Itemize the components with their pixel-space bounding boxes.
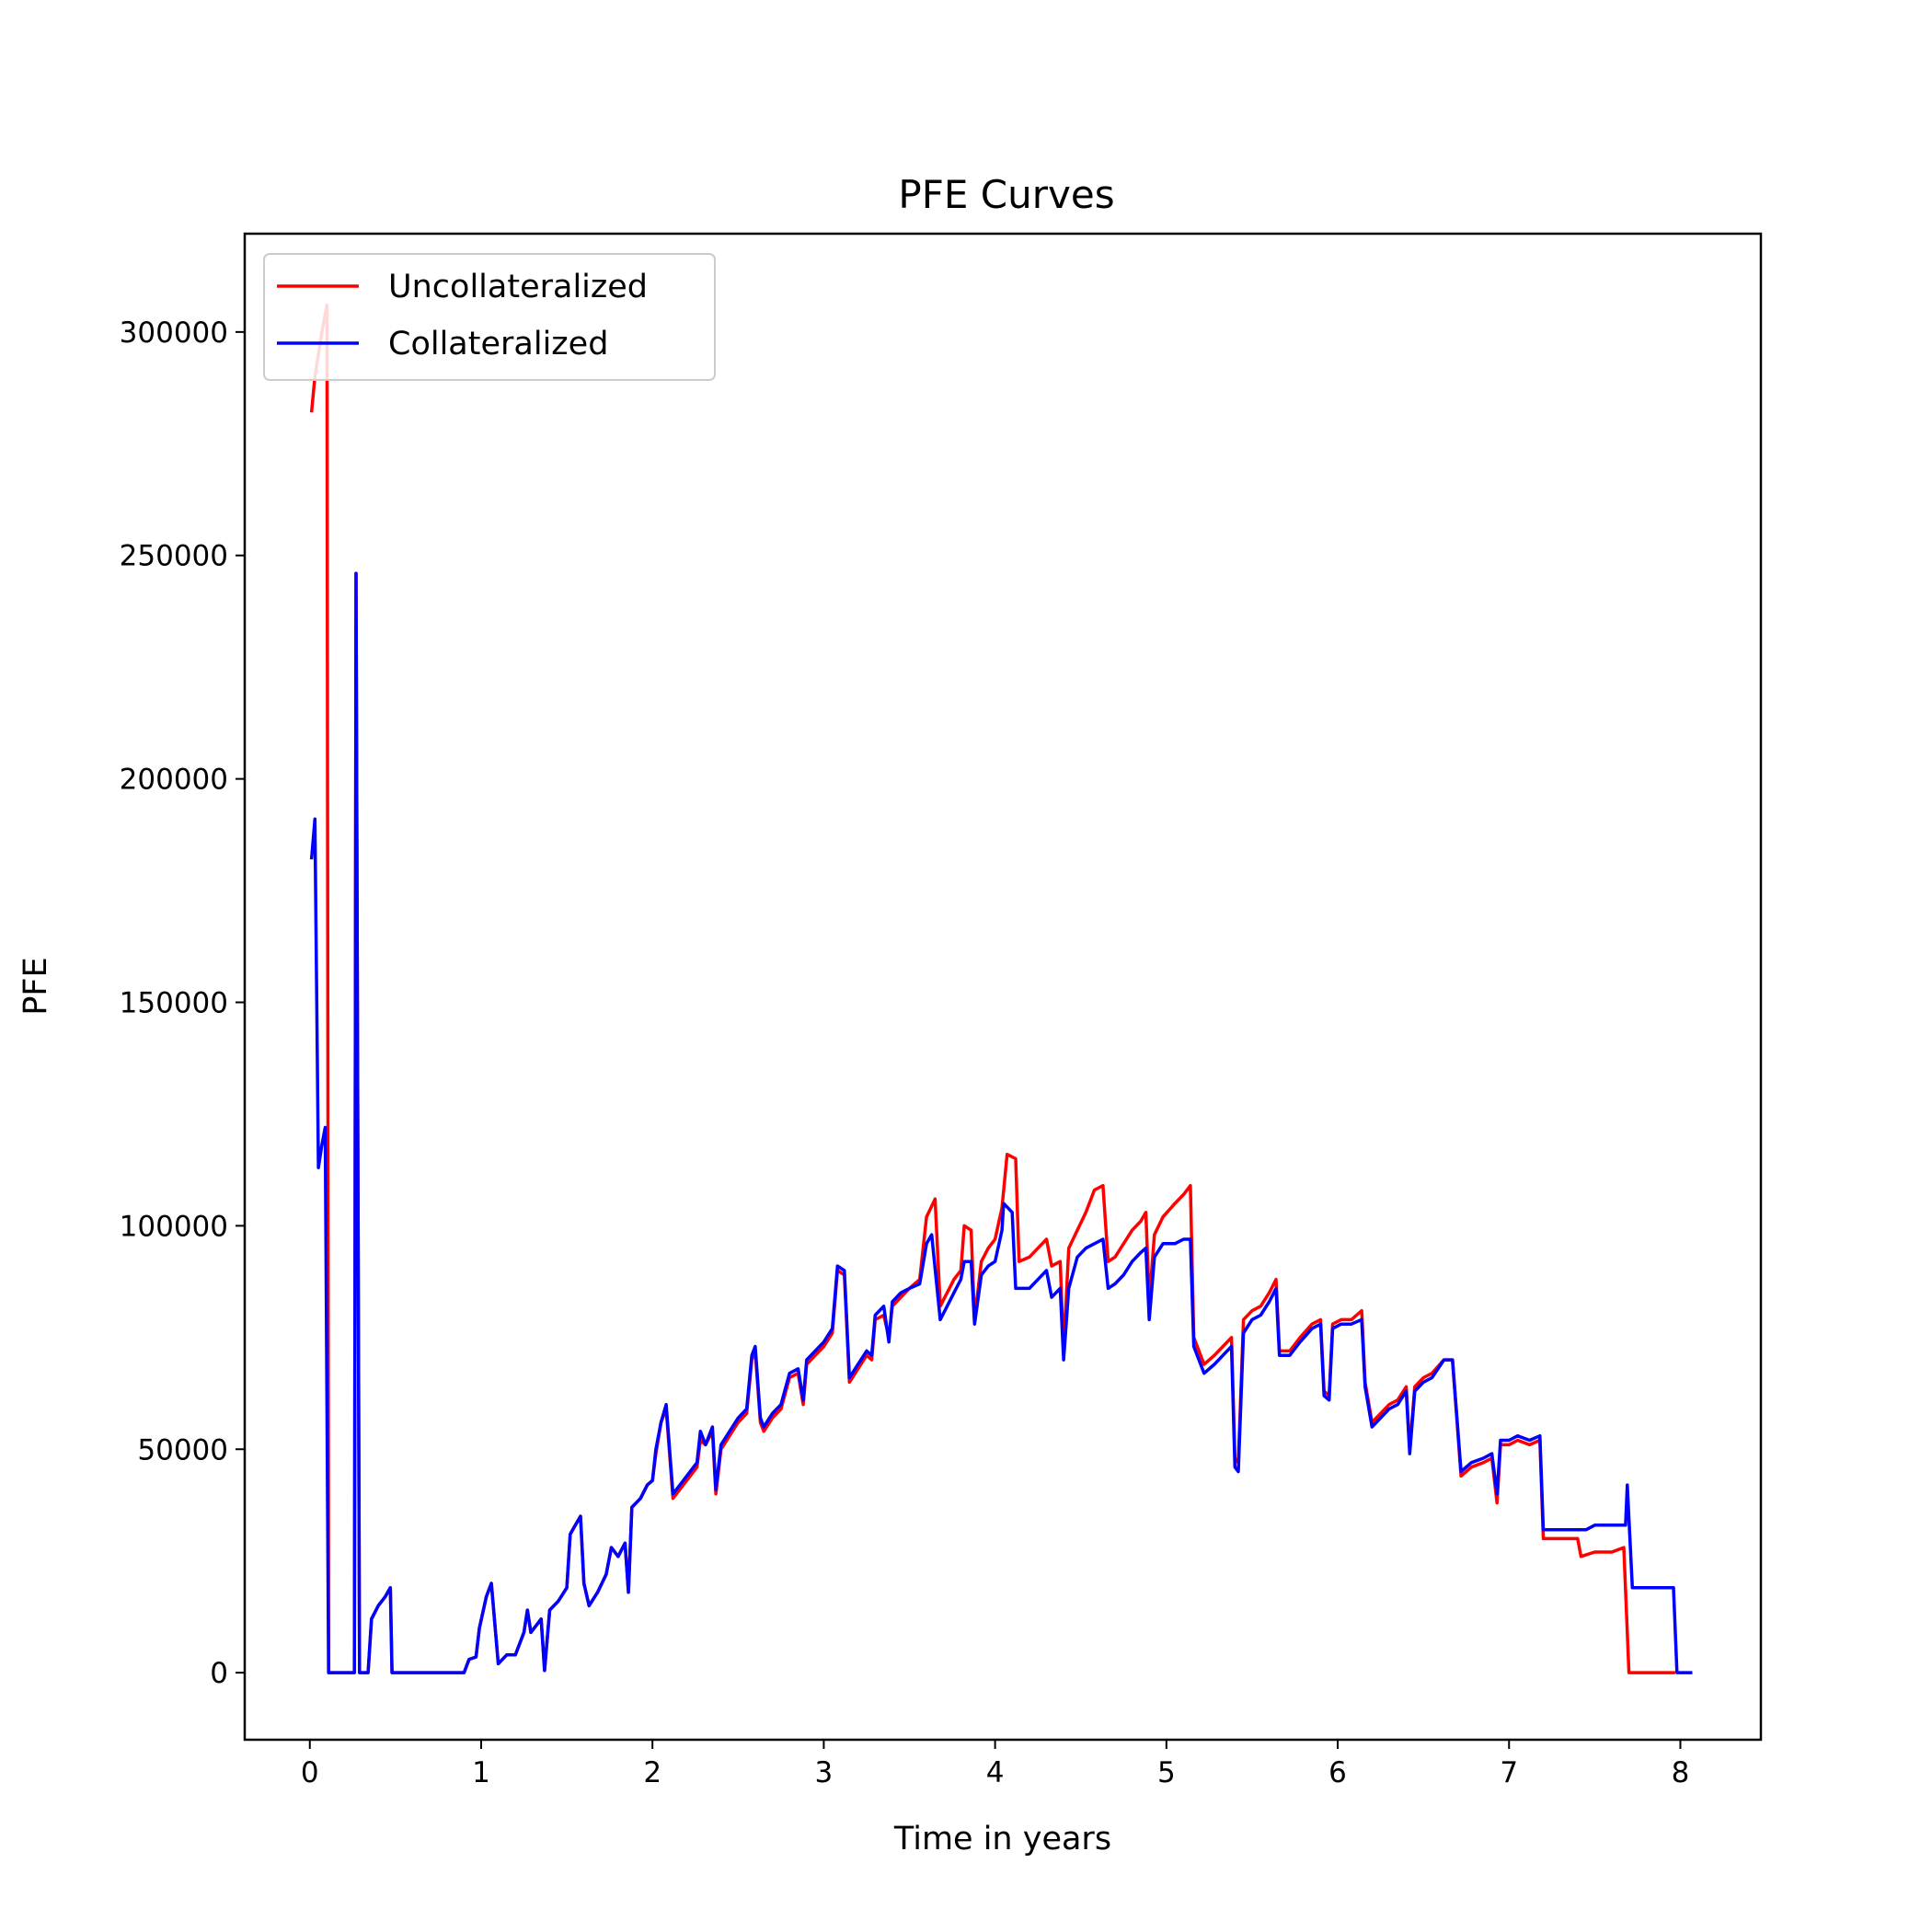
x-tick-label: 5 <box>1157 1756 1176 1789</box>
y-tick-label: 300000 <box>120 316 228 350</box>
x-tick-label: 3 <box>815 1756 834 1789</box>
y-tick-label: 50000 <box>137 1433 228 1466</box>
x-tick-label: 7 <box>1500 1756 1518 1789</box>
x-tick-label: 1 <box>472 1756 490 1789</box>
x-tick-label: 2 <box>643 1756 661 1789</box>
y-tick-label: 100000 <box>120 1210 228 1243</box>
x-tick-label: 4 <box>986 1756 1005 1789</box>
x-axis-title: Time in years <box>893 1821 1111 1857</box>
y-axis-title: PFE <box>17 957 54 1015</box>
chart-title: PFE Curves <box>898 172 1114 217</box>
x-tick-label: 8 <box>1672 1756 1690 1789</box>
series-layer <box>309 303 1693 1674</box>
legend-label: Collateralized <box>388 326 608 362</box>
x-tick-label: 0 <box>301 1756 319 1789</box>
legend: Uncollateralized Collateralized <box>263 253 716 381</box>
y-tick-label: 250000 <box>120 540 228 573</box>
series-line-collateralized <box>309 571 1693 1674</box>
plot-frame <box>243 232 1763 1742</box>
y-tick-label: 0 <box>210 1657 228 1690</box>
y-tick-label: 150000 <box>120 987 228 1020</box>
legend-label: Uncollateralized <box>388 269 648 305</box>
legend-box <box>263 253 716 381</box>
y-tick-label: 200000 <box>120 764 228 797</box>
x-axis: 0 1 2 3 4 5 6 7 8 <box>301 1740 1689 1789</box>
x-tick-label: 6 <box>1328 1756 1347 1789</box>
y-axis: 0 50000 100000 150000 200000 250000 300000 <box>120 316 245 1690</box>
